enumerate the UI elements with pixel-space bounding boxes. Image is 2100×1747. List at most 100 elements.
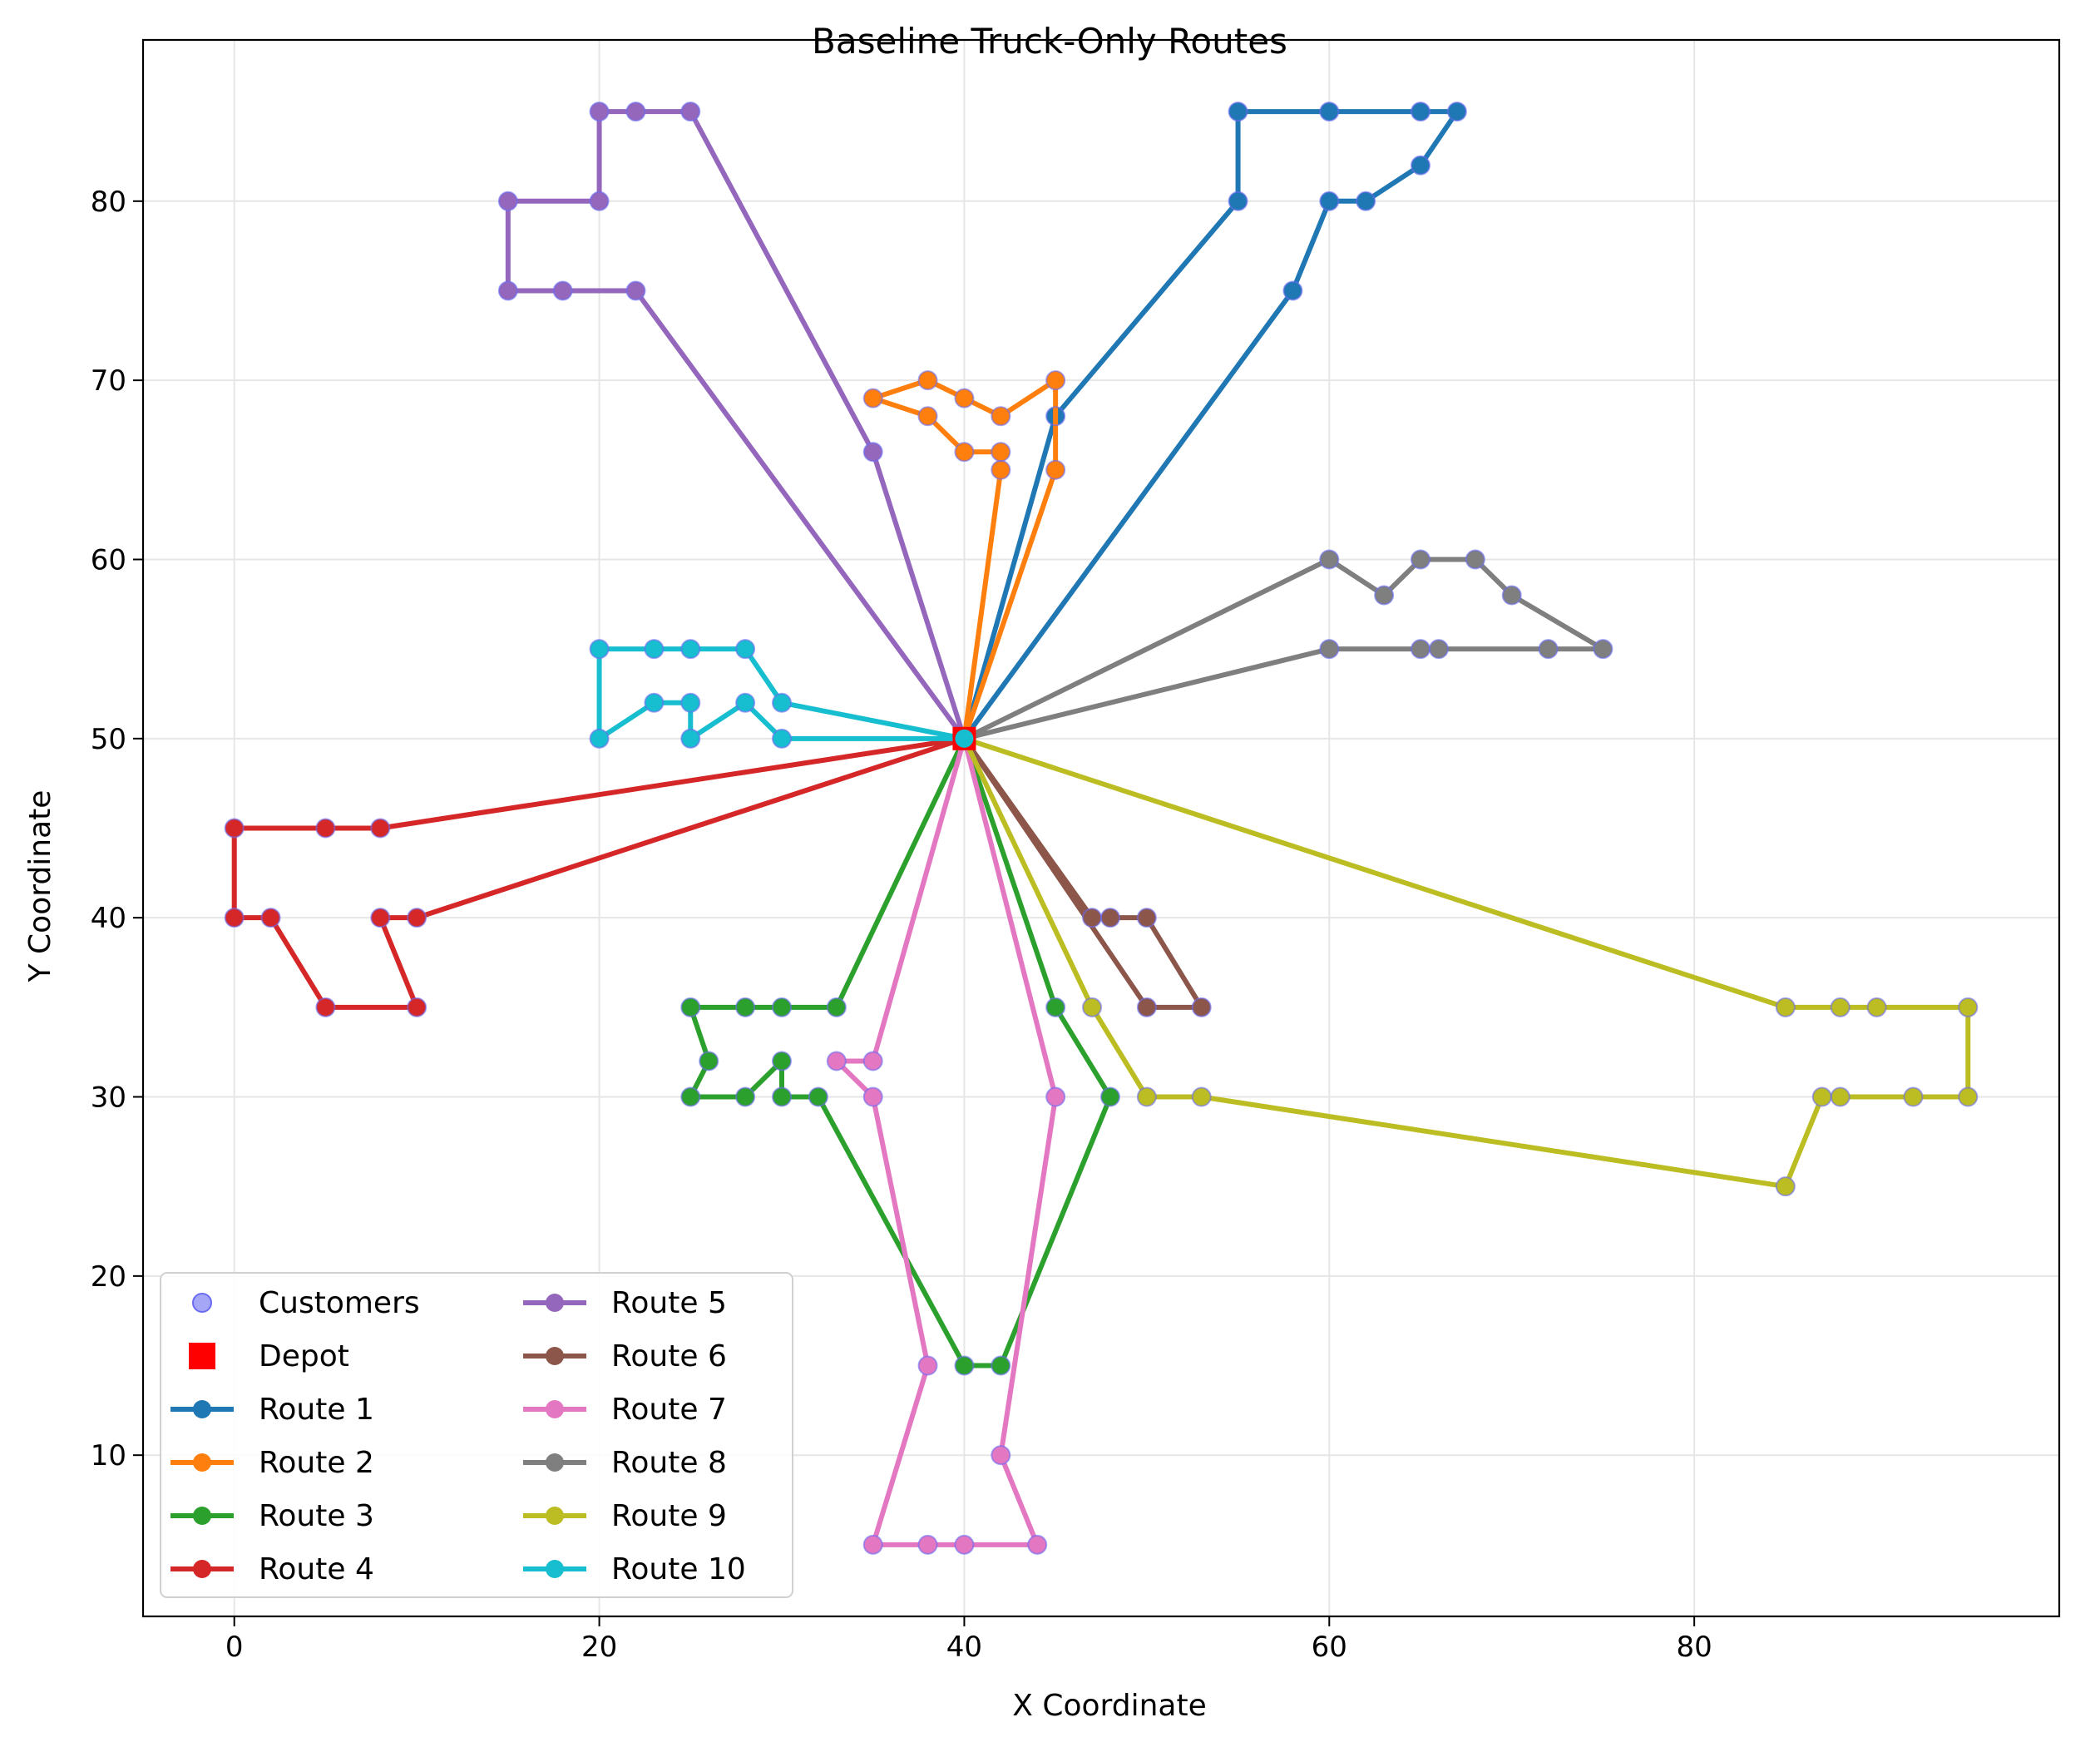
route-point bbox=[1320, 191, 1339, 210]
y-axis-label: Y Coordinate bbox=[23, 790, 57, 983]
customer-point bbox=[589, 728, 610, 749]
customer-point bbox=[1228, 191, 1248, 211]
route-point bbox=[955, 388, 974, 408]
customer-point bbox=[735, 692, 756, 713]
legend-marker-swatch bbox=[193, 1507, 211, 1525]
customer-point bbox=[680, 639, 701, 660]
customer-point bbox=[497, 191, 518, 211]
customer-point bbox=[1136, 1086, 1157, 1107]
customer-point bbox=[954, 1534, 975, 1555]
y-tick-label: 10 bbox=[91, 1439, 126, 1472]
route-point bbox=[1028, 1535, 1047, 1554]
legend-entry: Route 10 bbox=[523, 1552, 746, 1586]
route-point bbox=[1137, 908, 1156, 928]
customer-point bbox=[954, 388, 975, 408]
route-point bbox=[1465, 550, 1485, 569]
customer-point bbox=[552, 280, 573, 301]
route-point bbox=[225, 819, 244, 838]
x-tick-label: 20 bbox=[581, 1631, 617, 1664]
legend-depot-swatch bbox=[189, 1343, 215, 1369]
legend-entry: Route 3 bbox=[170, 1499, 374, 1533]
route-point bbox=[645, 640, 664, 659]
legend-marker-swatch bbox=[546, 1294, 564, 1312]
legend-entry: Route 2 bbox=[170, 1446, 374, 1480]
route-line bbox=[963, 557, 1606, 741]
y-tick-label: 80 bbox=[91, 186, 126, 219]
customer-point bbox=[772, 1086, 792, 1107]
chart-title: Baseline Truck-Only Routes bbox=[812, 21, 1287, 62]
route-point bbox=[863, 443, 882, 462]
route-point bbox=[590, 640, 609, 659]
legend-label: Route 1 bbox=[259, 1393, 374, 1427]
route-point bbox=[736, 997, 755, 1017]
route-point bbox=[1228, 191, 1248, 210]
customer-point bbox=[1958, 1086, 1979, 1107]
legend-marker-swatch bbox=[193, 1453, 211, 1472]
customer-point bbox=[1282, 280, 1303, 301]
customer-point bbox=[735, 639, 756, 660]
legend-entry: Route 7 bbox=[523, 1393, 727, 1427]
customer-point bbox=[589, 639, 610, 660]
depot-route-end bbox=[955, 729, 974, 748]
customer-point bbox=[826, 997, 847, 1017]
customer-point bbox=[1465, 549, 1485, 570]
customer-point bbox=[644, 692, 665, 713]
y-tick-label: 40 bbox=[91, 902, 126, 935]
customer-point bbox=[1501, 585, 1522, 606]
x-tick-label: 80 bbox=[1677, 1631, 1712, 1664]
route-point bbox=[918, 371, 937, 390]
route-point bbox=[408, 997, 427, 1017]
route-point bbox=[955, 1535, 974, 1554]
customer-point bbox=[1099, 908, 1120, 928]
route-point bbox=[225, 908, 244, 928]
customer-point bbox=[1136, 997, 1157, 1017]
customer-point bbox=[862, 1086, 883, 1107]
customer-point bbox=[644, 639, 665, 660]
customer-point bbox=[680, 101, 701, 122]
route-line bbox=[961, 109, 1460, 740]
customer-point bbox=[1411, 639, 1430, 660]
legend-customer-swatch bbox=[192, 1293, 212, 1313]
route-point bbox=[863, 388, 882, 408]
legend-marker-swatch bbox=[193, 1400, 211, 1418]
customer-point bbox=[1374, 585, 1395, 606]
customers bbox=[224, 101, 1979, 1555]
route-point bbox=[681, 1087, 700, 1106]
customer-point bbox=[991, 1445, 1011, 1466]
legend-entry: Route 4 bbox=[170, 1552, 374, 1586]
customer-point bbox=[1775, 1176, 1796, 1197]
route-point bbox=[1356, 191, 1376, 210]
customer-point bbox=[862, 1051, 883, 1071]
route-point bbox=[681, 729, 700, 748]
route-point bbox=[626, 102, 645, 121]
route-point bbox=[827, 1052, 846, 1071]
route-point bbox=[1812, 1087, 1831, 1106]
customer-point bbox=[1099, 1086, 1120, 1107]
route-point bbox=[553, 281, 572, 300]
legend-label: Route 2 bbox=[259, 1446, 374, 1480]
customer-point bbox=[407, 997, 427, 1017]
customer-point bbox=[862, 1534, 883, 1555]
customer-point bbox=[954, 442, 975, 463]
legend-marker-swatch bbox=[546, 1507, 564, 1525]
customer-point bbox=[589, 191, 610, 211]
customer-point bbox=[917, 370, 938, 391]
route-point bbox=[773, 997, 791, 1017]
route-point bbox=[1083, 997, 1102, 1017]
route-point bbox=[1959, 997, 1978, 1017]
route-point bbox=[736, 640, 755, 659]
customer-point bbox=[224, 908, 245, 928]
customer-point bbox=[315, 997, 336, 1017]
customer-point bbox=[772, 1051, 792, 1071]
customer-point bbox=[260, 908, 281, 928]
route-point bbox=[736, 1087, 755, 1106]
legend-label: Route 3 bbox=[259, 1499, 374, 1533]
customer-point bbox=[1191, 1086, 1212, 1107]
y-tick-label: 50 bbox=[91, 723, 126, 756]
route-point bbox=[1100, 908, 1119, 928]
route-point bbox=[681, 102, 700, 121]
route-point bbox=[1192, 1087, 1211, 1106]
legend: Customers Depot Route 1 Route 2 Route 3 Route… bbox=[160, 1272, 793, 1598]
route-point bbox=[316, 819, 335, 838]
legend-entry: Depot bbox=[189, 1339, 349, 1373]
